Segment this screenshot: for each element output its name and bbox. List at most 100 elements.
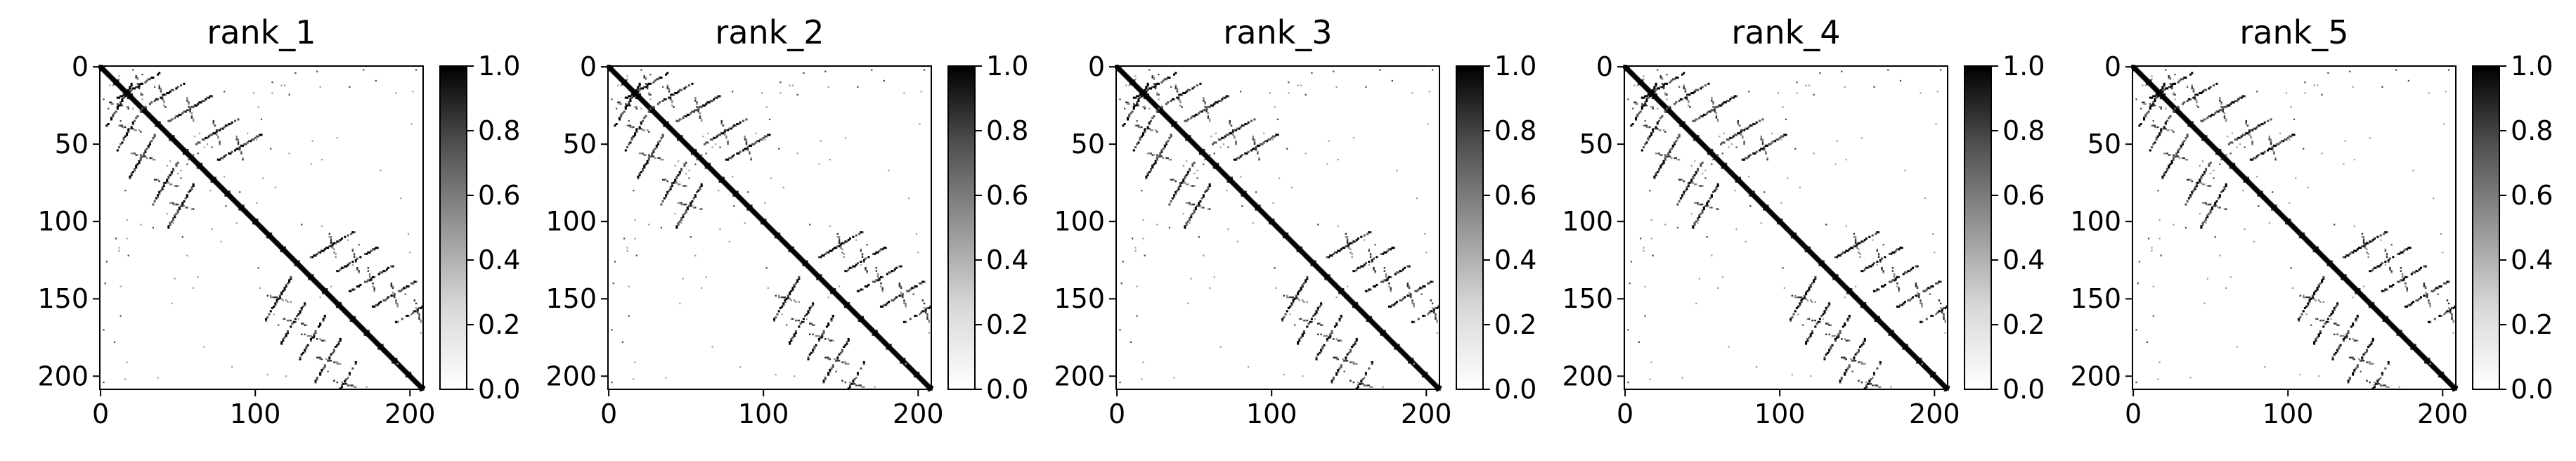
heatmap-cell bbox=[170, 118, 173, 121]
heatmap-cell bbox=[838, 235, 841, 238]
heatmap-cell bbox=[820, 336, 822, 339]
heatmap-cell bbox=[1320, 324, 1322, 326]
heatmap-cell bbox=[915, 285, 918, 288]
heatmap-cell bbox=[110, 117, 113, 119]
heatmap-cell bbox=[1335, 86, 1338, 88]
x-tick-label: 200 bbox=[1401, 398, 1452, 429]
heatmap-cell bbox=[716, 135, 718, 138]
heatmap-cell bbox=[717, 134, 720, 136]
heatmap-cell bbox=[181, 112, 184, 115]
heatmap-cell bbox=[881, 288, 884, 291]
heatmap-cell bbox=[1191, 115, 1194, 118]
heatmap-cell bbox=[745, 141, 748, 144]
heatmap-cell bbox=[867, 283, 870, 286]
heatmap-cell bbox=[319, 372, 322, 375]
heatmap-cell bbox=[347, 264, 349, 266]
heatmap-cell bbox=[649, 74, 652, 76]
heatmap-cell bbox=[791, 336, 794, 339]
heatmap-cell bbox=[1139, 96, 1141, 99]
heatmap-cell bbox=[1190, 214, 1193, 216]
heatmap-cell bbox=[1337, 358, 1340, 361]
heatmap-cell bbox=[1328, 256, 1331, 259]
heatmap-cell bbox=[883, 247, 886, 249]
heatmap-cell bbox=[1305, 279, 1307, 282]
heatmap-cell bbox=[1119, 381, 1121, 384]
heatmap-cell bbox=[348, 290, 351, 292]
heatmap-cell bbox=[674, 178, 677, 181]
heatmap-cell bbox=[1136, 315, 1138, 317]
heatmap-cell bbox=[637, 90, 640, 93]
heatmap-cell bbox=[1318, 351, 1321, 354]
heatmap-cell bbox=[155, 98, 157, 100]
heatmap-cell bbox=[1140, 135, 1143, 138]
heatmap-cell bbox=[700, 208, 703, 210]
heatmap-cell bbox=[300, 309, 303, 311]
heatmap-cell bbox=[807, 358, 810, 361]
heatmap-cell bbox=[118, 247, 120, 249]
heatmap-cell bbox=[119, 104, 122, 107]
heatmap-cell bbox=[812, 333, 814, 336]
heatmap-cell bbox=[876, 273, 879, 275]
heatmap-cell bbox=[314, 379, 317, 382]
heatmap-cell bbox=[1177, 93, 1180, 96]
heatmap-cell bbox=[1263, 132, 1265, 134]
heatmap-cell bbox=[1369, 386, 1372, 388]
heatmap-cell bbox=[353, 256, 356, 259]
heatmap-cell bbox=[257, 135, 260, 138]
heatmap-cell bbox=[754, 141, 757, 144]
heatmap-cell bbox=[375, 247, 377, 249]
heatmap-cell bbox=[332, 242, 334, 245]
heatmap-cell bbox=[706, 132, 709, 134]
heatmap-cell bbox=[163, 104, 165, 107]
heatmap-cell bbox=[1186, 172, 1189, 175]
heatmap-cell bbox=[124, 135, 127, 138]
heatmap-cell bbox=[269, 310, 272, 313]
heatmap-cell bbox=[368, 279, 371, 282]
heatmap-cell bbox=[656, 141, 660, 144]
heatmap-cell bbox=[1346, 353, 1349, 356]
heatmap-cell bbox=[764, 202, 766, 204]
heatmap-cell bbox=[190, 112, 193, 115]
heatmap-cell bbox=[340, 384, 343, 387]
heatmap-cell bbox=[336, 270, 339, 273]
heatmap-cell bbox=[666, 87, 668, 90]
heatmap-cell bbox=[659, 101, 661, 104]
heatmap-cell bbox=[673, 93, 675, 96]
heatmap-cell bbox=[1174, 86, 1177, 88]
heatmap-cell bbox=[762, 136, 765, 139]
heatmap-cell bbox=[632, 135, 635, 138]
heatmap-cell bbox=[125, 132, 129, 135]
heatmap-cell bbox=[1182, 180, 1185, 183]
heatmap-cell bbox=[1234, 135, 1236, 138]
heatmap-cell bbox=[1153, 86, 1156, 89]
heatmap-cell bbox=[790, 299, 793, 301]
heatmap-cell bbox=[860, 249, 862, 252]
heatmap-cell bbox=[892, 270, 895, 273]
heatmap-cell bbox=[1350, 248, 1352, 251]
heatmap-cell bbox=[155, 178, 157, 181]
heatmap-cell bbox=[393, 293, 396, 296]
heatmap-cell bbox=[652, 149, 655, 152]
heatmap-cell bbox=[630, 136, 633, 139]
heatmap-cell bbox=[793, 333, 796, 336]
heatmap-cell bbox=[795, 319, 797, 322]
heatmap-cell bbox=[848, 237, 851, 240]
heatmap-cell bbox=[1337, 225, 1339, 227]
heatmap-cell bbox=[748, 144, 751, 147]
heatmap-cell bbox=[129, 90, 131, 93]
heatmap-cell bbox=[856, 262, 859, 265]
heatmap-cell bbox=[682, 203, 684, 206]
heatmap-cell bbox=[359, 256, 362, 259]
heatmap-cell bbox=[1185, 221, 1188, 224]
heatmap-cell bbox=[723, 131, 726, 134]
heatmap-cell bbox=[647, 110, 650, 113]
heatmap-cell bbox=[798, 275, 801, 278]
heatmap-cell bbox=[677, 223, 680, 226]
heatmap-cell bbox=[150, 76, 153, 79]
heatmap-cell bbox=[1149, 167, 1153, 170]
heatmap-cell bbox=[169, 90, 171, 93]
heatmap-cell bbox=[390, 294, 393, 297]
heatmap-cell bbox=[810, 305, 813, 308]
heatmap-cell bbox=[160, 91, 162, 93]
heatmap-cell bbox=[784, 296, 787, 299]
